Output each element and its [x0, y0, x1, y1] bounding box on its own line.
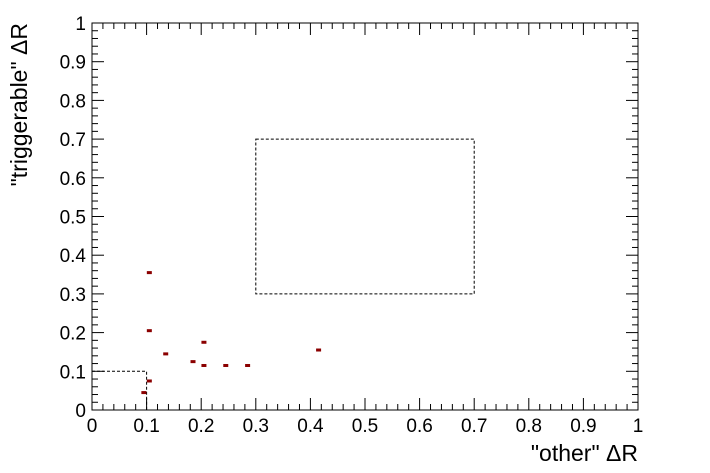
data-point-10 [245, 363, 251, 367]
x-tick-label: 0.6 [406, 416, 432, 437]
data-point-4 [146, 271, 152, 275]
x-tick-label: 0 [87, 416, 98, 437]
data-point-5 [163, 352, 169, 356]
data-point-3 [146, 329, 152, 333]
x-tick-label: 0.5 [352, 416, 378, 437]
y-tick-label: 0.9 [60, 53, 86, 74]
data-point-1 [141, 391, 147, 395]
dashed-region-1 [91, 370, 148, 411]
y-tick-label: 0 [75, 401, 86, 422]
x-tick-label: 0.1 [133, 416, 159, 437]
x-tick-label: 0.8 [516, 416, 542, 437]
x-tick-label: 0.2 [188, 416, 214, 437]
x-tick-label: 1 [633, 416, 644, 437]
plot-frame [91, 22, 639, 411]
dashed-region-2 [255, 138, 475, 295]
data-point-7 [201, 363, 207, 367]
x-tick-label: 0.9 [570, 416, 596, 437]
data-point-2 [146, 379, 152, 383]
y-tick-label: 0.5 [60, 208, 86, 229]
y-tick-label: 0.8 [60, 91, 86, 112]
data-point-8 [201, 340, 207, 344]
y-tick-label: 0.3 [60, 285, 86, 306]
y-tick-label: 1 [75, 14, 86, 35]
data-point-9 [223, 363, 229, 367]
data-point-11 [316, 348, 322, 352]
y-tick-label: 0.2 [60, 324, 86, 345]
y-tick-label: 0.1 [60, 362, 86, 383]
x-tick-label: 0.3 [243, 416, 269, 437]
x-tick-label: 0.7 [461, 416, 487, 437]
y-tick-label: 0.6 [60, 169, 86, 190]
y-tick-label: 0.7 [60, 130, 86, 151]
y-axis-title: "triggerable" ΔR [6, 23, 32, 186]
x-axis-title: "other" ΔR [531, 440, 638, 466]
y-tick-label: 0.4 [60, 246, 87, 267]
data-point-6 [190, 360, 196, 364]
x-tick-label: 0.4 [297, 416, 324, 437]
